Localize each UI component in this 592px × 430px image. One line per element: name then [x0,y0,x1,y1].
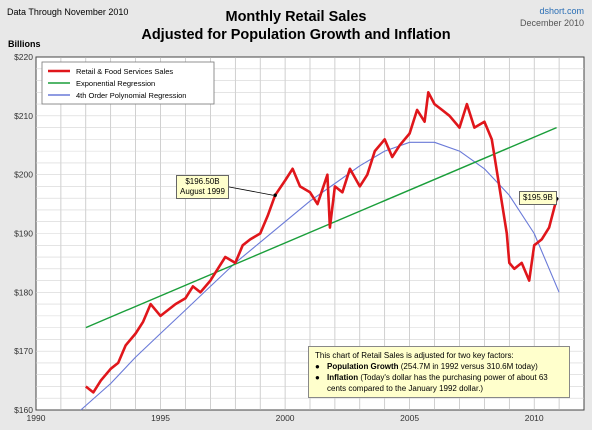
note-item-inflation-text: Inflation (Today's dollar has the purcha… [327,372,564,394]
source-link[interactable]: dshort.com [539,6,584,16]
note-box: This chart of Retail Sales is adjusted f… [308,346,570,398]
note-item-population-detail: (254.7M in 1992 versus 310.6M today) [398,362,538,371]
title-line-2: Adjusted for Population Growth and Infla… [141,27,451,43]
legend-label: Retail & Food Services Sales [76,67,173,76]
callout-point [273,193,277,198]
note-intro: This chart of Retail Sales is adjusted f… [315,351,514,360]
y-tick-label: $190 [14,229,33,239]
y-tick-label: $160 [14,405,33,415]
x-tick-label: 2000 [276,413,295,423]
y-tick-label: $220 [14,52,33,62]
x-tick-label: 2010 [525,413,544,423]
y-axis-title: Billions [8,39,41,49]
note-item-inflation: ● Inflation (Today's dollar has the purc… [315,372,564,394]
x-tick-label: 1990 [27,413,46,423]
x-tick-label: 1995 [151,413,170,423]
y-tick-label: $210 [14,111,33,121]
callout-aug-1999: $196.50B August 1999 [176,175,229,199]
legend-label: Exponential Regression [76,79,155,88]
source-block: dshort.com December 2010 [520,5,584,29]
callout-latest-value: $195.9B [523,193,553,202]
callout-aug-1999-value: $196.50B [185,177,220,186]
callout-arrow [223,185,274,196]
publish-date: December 2010 [519,18,584,28]
callout-aug-1999-date: August 1999 [180,187,225,196]
note-item-population: ● Population Growth (254.7M in 1992 vers… [315,361,564,372]
bullet-icon: ● [315,362,320,371]
title-line-1: Monthly Retail Sales [225,9,367,25]
note-item-population-text: Population Growth (254.7M in 1992 versus… [327,361,538,372]
y-tick-label: $180 [14,287,33,297]
bullet-icon: ● [315,373,320,382]
legend-label: 4th Order Polynomial Regression [76,91,186,100]
legend-box [41,61,215,105]
callout-latest: $195.9B [519,191,557,205]
chart-title: Monthly Retail Sales Adjusted for Popula… [0,8,592,44]
note-item-population-bold: Population Growth [327,362,399,371]
series-retail-line [84,91,558,394]
note-item-inflation-detail: (Today's dollar has the purchasing power… [327,373,548,393]
series-exponential-line [85,126,557,329]
y-tick-label: $200 [14,170,33,180]
data-through-label: Data Through November 2010 [7,7,129,17]
y-tick-label: $170 [14,346,33,356]
note-item-inflation-bold: Inflation [327,373,359,382]
x-tick-label: 2005 [400,413,419,423]
